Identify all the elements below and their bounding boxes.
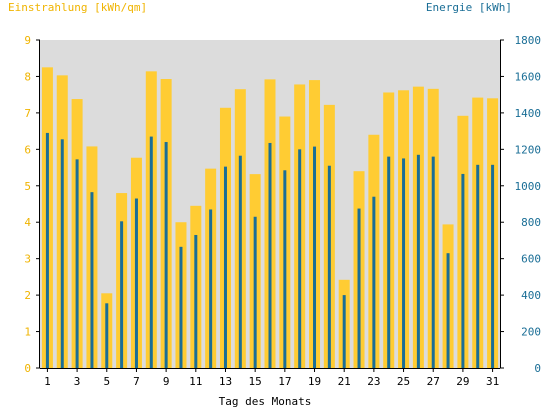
energy-bar bbox=[105, 303, 109, 368]
energy-bar bbox=[313, 146, 317, 368]
x-tick-label: 5 bbox=[103, 375, 110, 388]
energy-bar bbox=[372, 196, 376, 368]
axes bbox=[39, 40, 501, 369]
right-tick-label: 1800 bbox=[515, 34, 542, 47]
left-tick-label: 9 bbox=[24, 34, 31, 47]
x-tick-label: 9 bbox=[163, 375, 170, 388]
x-tick-label: 13 bbox=[219, 375, 232, 388]
left-tick-label: 4 bbox=[24, 216, 31, 229]
x-tick-label: 29 bbox=[456, 375, 469, 388]
x-tick-label: 23 bbox=[367, 375, 380, 388]
right-tick-label: 0 bbox=[534, 362, 541, 375]
energy-bar bbox=[387, 156, 391, 368]
x-axis-title: Tag des Monats bbox=[219, 395, 312, 408]
left-tick-label: 7 bbox=[24, 107, 31, 120]
energy-bar bbox=[45, 132, 49, 368]
energy-bar bbox=[446, 253, 450, 368]
energy-bar bbox=[238, 155, 242, 368]
left-tick-label: 2 bbox=[24, 289, 31, 302]
right-tick-label: 200 bbox=[521, 326, 541, 339]
energy-bars bbox=[45, 132, 495, 368]
x-tick-label: 15 bbox=[249, 375, 262, 388]
energy-bar bbox=[342, 295, 346, 368]
energy-bar bbox=[120, 221, 124, 368]
x-tick-label: 11 bbox=[189, 375, 202, 388]
x-tick-label: 27 bbox=[427, 375, 440, 388]
energy-bar bbox=[164, 142, 168, 368]
energy-bar bbox=[194, 234, 198, 368]
x-tick-label: 17 bbox=[278, 375, 291, 388]
x-tick-label: 31 bbox=[486, 375, 499, 388]
left-tick-label: 8 bbox=[24, 70, 31, 83]
left-tick-label: 1 bbox=[24, 326, 31, 339]
right-tick-label: 800 bbox=[521, 216, 541, 229]
energy-bar bbox=[402, 158, 406, 368]
right-tick-label: 1600 bbox=[515, 70, 542, 83]
energy-bar bbox=[357, 208, 361, 368]
energy-bar bbox=[134, 198, 138, 368]
left-tick-label: 0 bbox=[24, 362, 31, 375]
energy-bar bbox=[416, 154, 420, 368]
energy-bar bbox=[253, 216, 257, 368]
energy-bar bbox=[223, 166, 227, 368]
energy-bar bbox=[461, 173, 465, 368]
energy-bar bbox=[60, 139, 64, 368]
energy-bar bbox=[149, 136, 153, 368]
energy-bar bbox=[179, 246, 183, 368]
left-tick-label: 6 bbox=[24, 143, 31, 156]
left-tick-label: 5 bbox=[24, 180, 31, 193]
energy-bar bbox=[298, 149, 302, 368]
right-tick-label: 400 bbox=[521, 289, 541, 302]
energy-bar bbox=[90, 192, 94, 368]
x-tick-label: 1 bbox=[44, 375, 51, 388]
x-tick-label: 3 bbox=[74, 375, 81, 388]
energy-bar bbox=[327, 165, 331, 368]
energy-bar bbox=[283, 170, 287, 368]
energy-bar bbox=[268, 142, 272, 368]
energy-bar bbox=[431, 156, 435, 368]
left-axis-title: Einstrahlung [kWh/qm] bbox=[8, 1, 147, 14]
x-tick-label: 21 bbox=[338, 375, 351, 388]
x-tick-label: 7 bbox=[133, 375, 140, 388]
energy-bar bbox=[209, 209, 213, 368]
ticks: 0123456789020040060080010001200140016001… bbox=[24, 34, 541, 388]
right-axis-title: Energie [kWh] bbox=[426, 1, 512, 14]
x-tick-label: 19 bbox=[308, 375, 321, 388]
energy-bar bbox=[476, 164, 480, 368]
right-tick-label: 600 bbox=[521, 253, 541, 266]
right-tick-label: 1200 bbox=[515, 143, 542, 156]
x-tick-label: 25 bbox=[397, 375, 410, 388]
right-tick-label: 1400 bbox=[515, 107, 542, 120]
energy-bar bbox=[491, 164, 495, 368]
right-tick-label: 1000 bbox=[515, 180, 542, 193]
left-tick-label: 3 bbox=[24, 253, 31, 266]
energy-bar bbox=[75, 159, 79, 368]
